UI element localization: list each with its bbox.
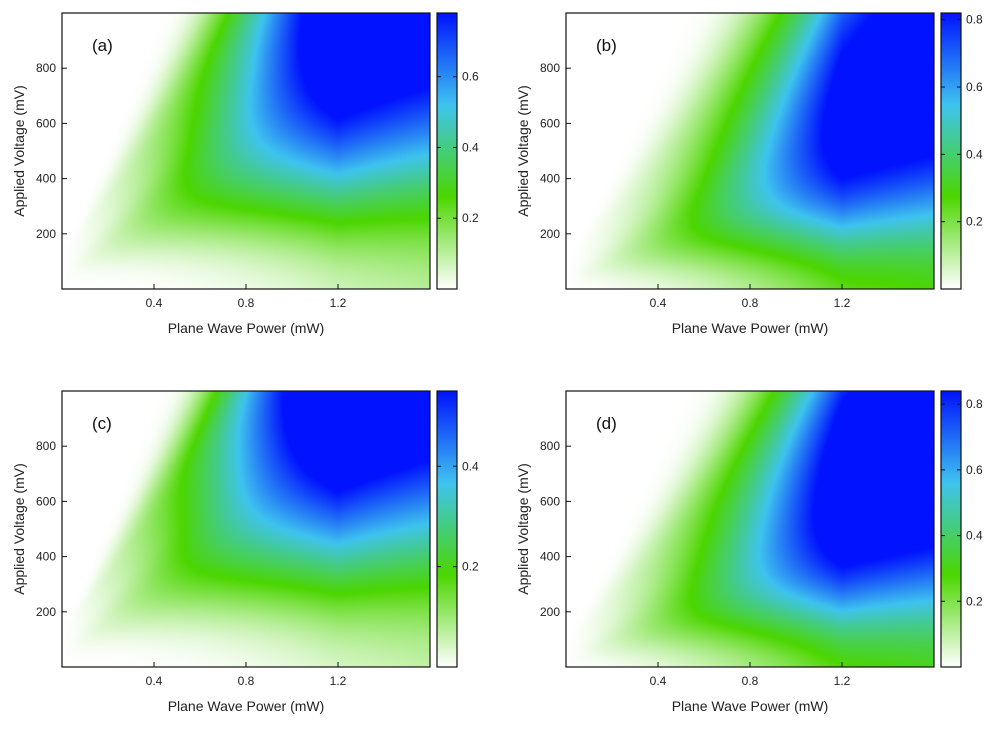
heatmap-image [62,13,430,289]
colorbar-tick-label: 0.8 [966,397,983,411]
y-tick-label: 400 [36,172,56,186]
y-tick-label: 600 [540,494,560,508]
x-tick-label: 0.8 [238,674,255,688]
panel-label: (d) [596,414,617,433]
y-tick-label: 800 [540,61,560,75]
y-tick-label: 800 [36,439,56,453]
x-axis-label: Plane Wave Power (mW) [672,698,829,714]
x-axis-label: Plane Wave Power (mW) [168,320,325,336]
y-tick-label: 600 [540,116,560,130]
colorbar [436,390,458,668]
x-tick-label: 1.2 [330,674,347,688]
y-tick-label: 200 [540,605,560,619]
colorbar-tick-label: 0.4 [462,140,479,154]
x-tick-label: 0.4 [650,296,667,310]
x-axis-label: Plane Wave Power (mW) [672,320,829,336]
x-tick-label: 1.2 [834,296,851,310]
x-tick-label: 0.4 [146,296,163,310]
y-tick-label: 800 [540,439,560,453]
y-tick-label: 400 [36,550,56,564]
chart-panel-c: 0.4 0.8 1.2 200 400 600 800 Plane Wave Power (m… [0,378,500,740]
chart-panel-b: 0.4 0.8 1.2 200 400 600 800 Plane Wave Power (m… [504,0,1000,362]
heatmap-image [566,391,934,667]
y-tick-label: 600 [36,494,56,508]
y-tick-label: 200 [36,605,56,619]
colorbar-tick-label: 0.8 [966,13,983,27]
y-axis-label: Applied Voltage (mV) [11,463,27,595]
colorbar-tick-label: 0.4 [966,529,983,543]
x-tick-label: 0.8 [742,674,759,688]
colorbar-tick-label: 0.6 [966,80,983,94]
x-axis-label: Plane Wave Power (mW) [168,698,325,714]
panel-label: (a) [92,36,113,55]
heatmap-image [62,391,430,667]
colorbar-tick-label: 0.2 [462,211,479,225]
colorbar-tick-label: 0.6 [966,463,983,477]
x-tick-label: 0.4 [650,674,667,688]
colorbar [436,12,458,290]
y-axis-label: Applied Voltage (mV) [515,85,531,217]
x-tick-label: 0.8 [238,296,255,310]
y-axis-label: Applied Voltage (mV) [11,85,27,217]
colorbar-tick-label: 0.2 [966,215,983,229]
colorbar-tick-label: 0.2 [462,560,479,574]
panel-label: (b) [596,36,617,55]
panel-label: (c) [92,414,112,433]
chart-panel-a: 0.4 0.8 1.2 200 400 600 800 Plane Wave Power (m… [0,0,500,362]
colorbar-tick-label: 0.4 [462,459,479,473]
colorbar-tick-label: 0.4 [966,147,983,161]
x-tick-label: 0.4 [146,674,163,688]
figure: 0.4 0.8 1.2 200 400 600 800 Plane Wave Power (m… [0,0,1000,714]
heatmap-chart: 0.4 0.8 1.2 200 400 600 800 Plane Wave Power (m… [11,390,479,714]
y-tick-label: 400 [540,172,560,186]
heatmap-chart: 0.4 0.8 1.2 200 400 600 800 Plane Wave Power (m… [515,12,983,336]
heatmap-chart: 0.4 0.8 1.2 200 400 600 800 Plane Wave Power (m… [515,390,983,714]
heatmap-image [566,13,934,289]
heatmap-chart: 0.4 0.8 1.2 200 400 600 800 Plane Wave Power (m… [11,12,479,336]
y-tick-label: 400 [540,550,560,564]
colorbar-tick-label: 0.6 [462,70,479,84]
y-axis-label: Applied Voltage (mV) [515,463,531,595]
colorbar [940,12,962,290]
y-tick-label: 600 [36,116,56,130]
colorbar [940,390,962,668]
y-tick-label: 800 [36,61,56,75]
y-tick-label: 200 [540,227,560,241]
colorbar-tick-label: 0.2 [966,594,983,608]
y-tick-label: 200 [36,227,56,241]
x-tick-label: 0.8 [742,296,759,310]
x-tick-label: 1.2 [330,296,347,310]
chart-panel-d: 0.4 0.8 1.2 200 400 600 800 Plane Wave Power (m… [504,378,1000,740]
x-tick-label: 1.2 [834,674,851,688]
